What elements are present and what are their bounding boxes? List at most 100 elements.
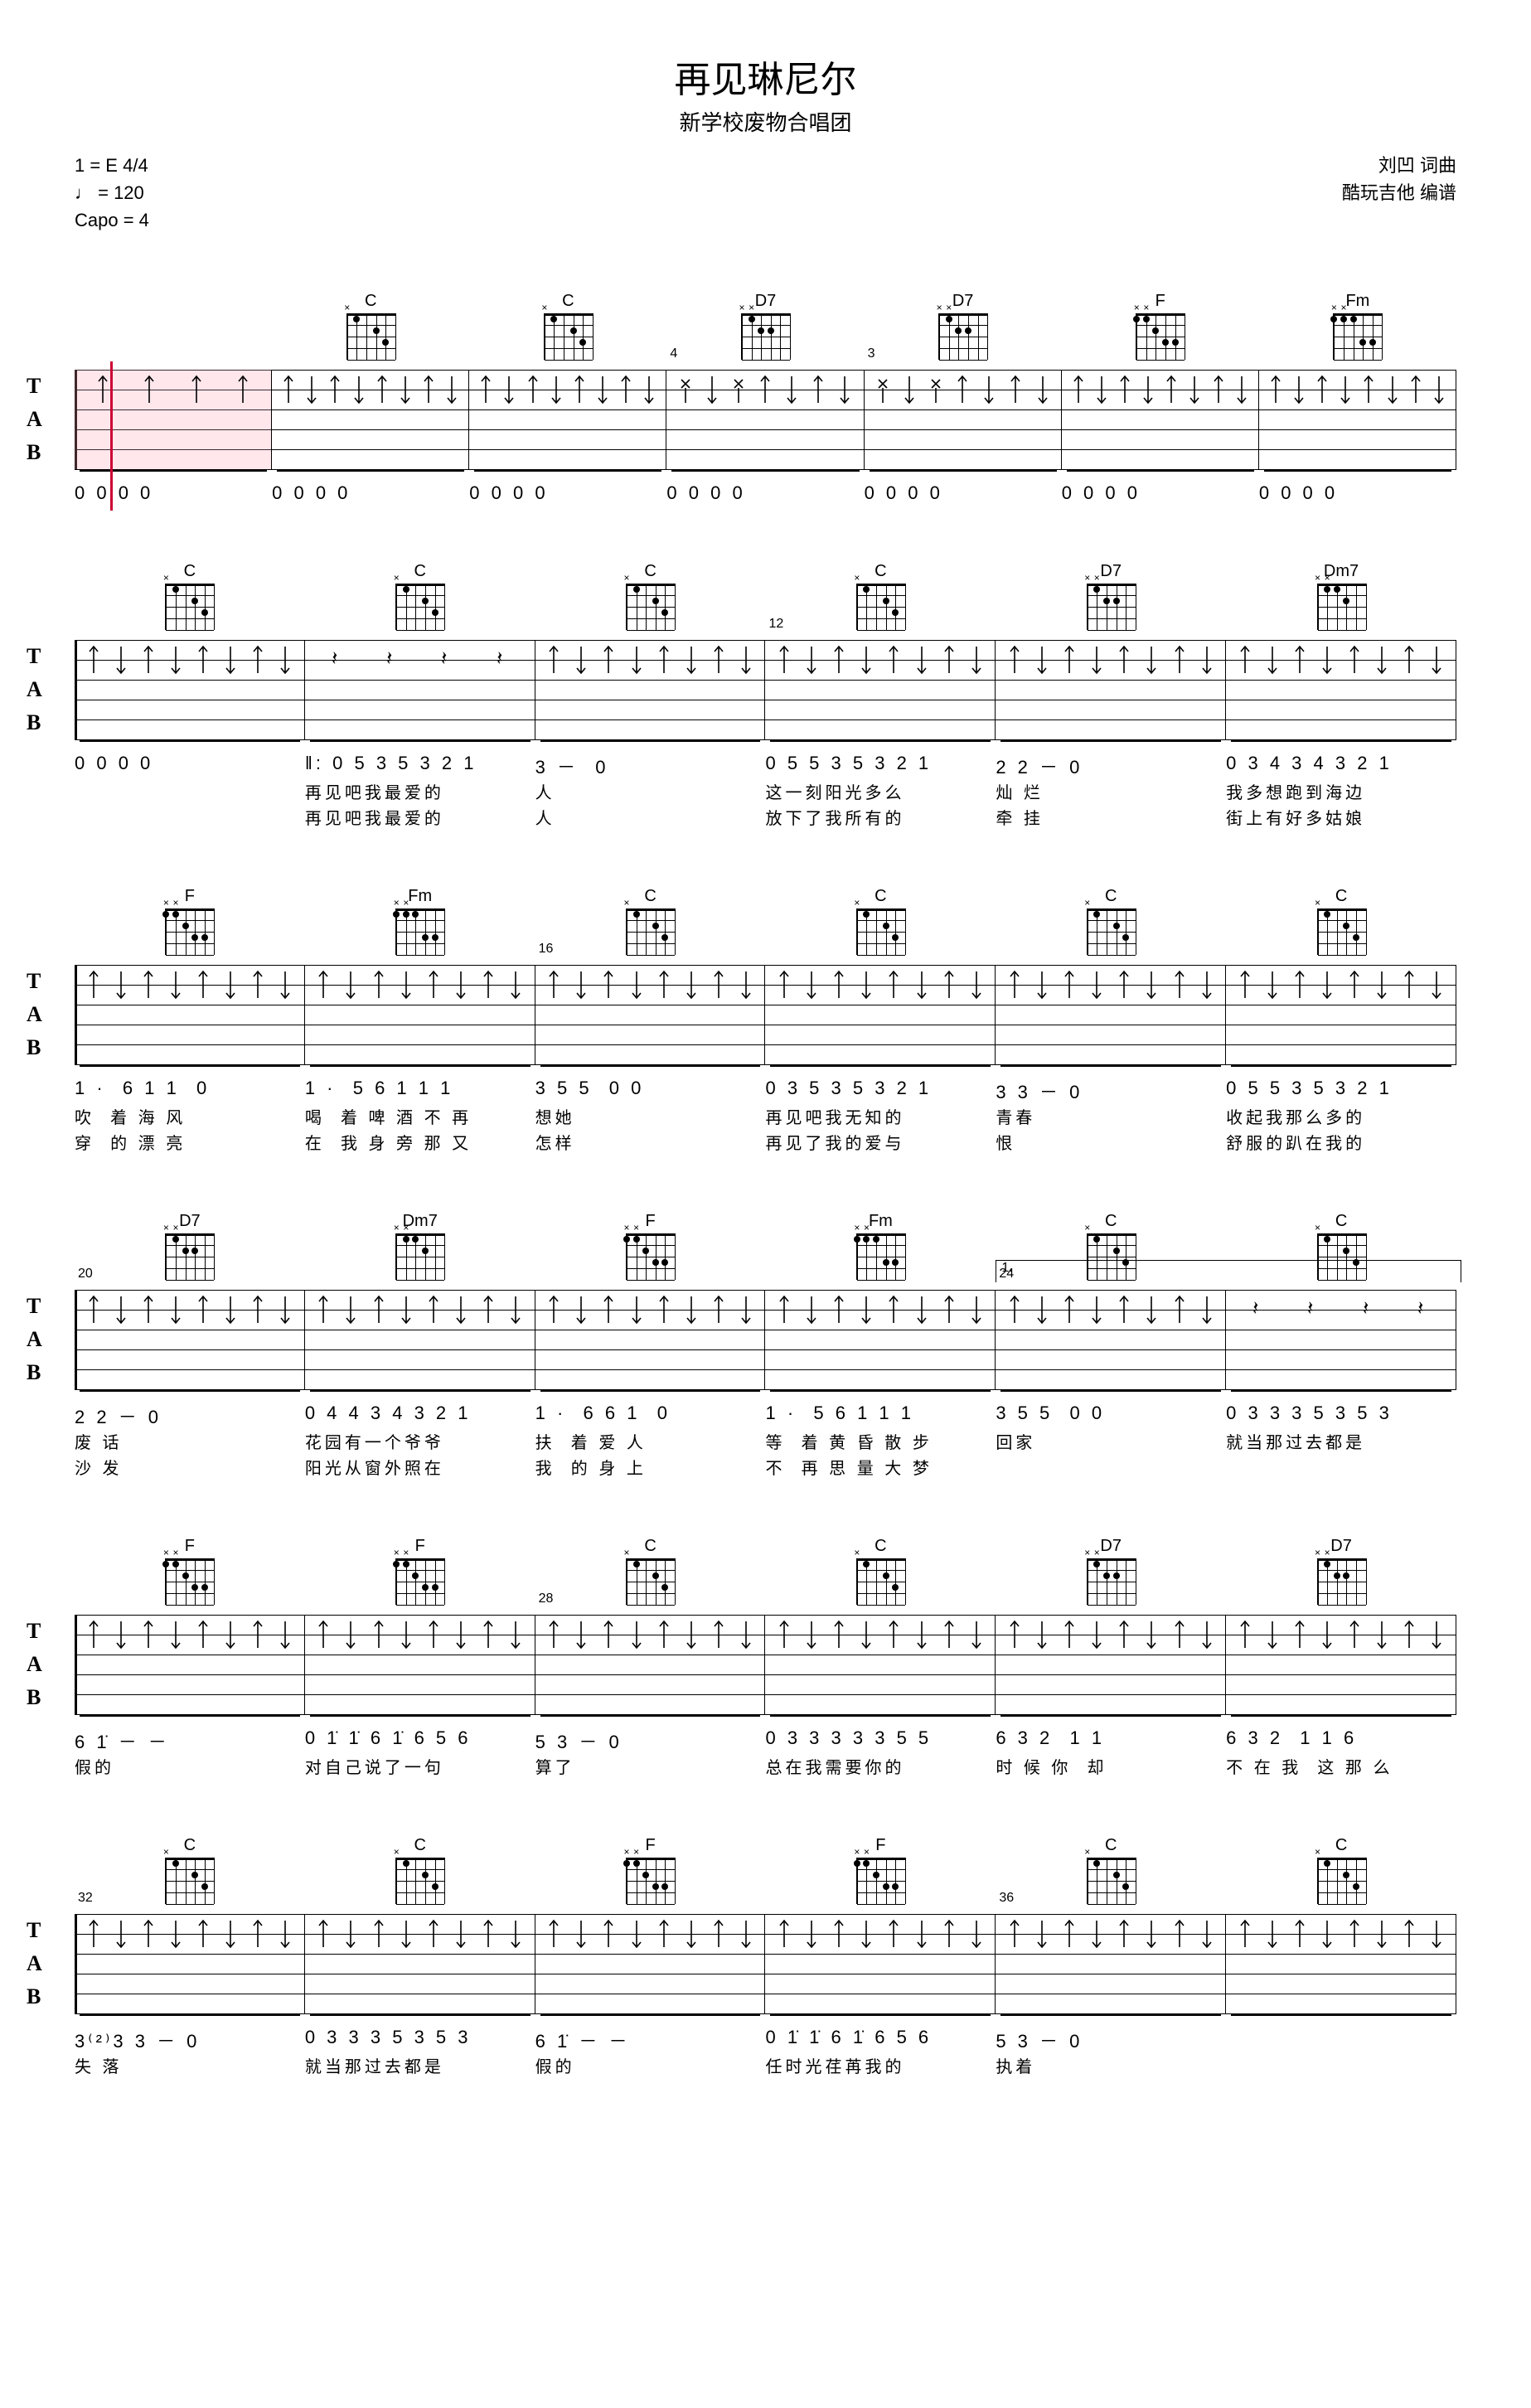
lyric-cell: 想她	[535, 1104, 766, 1128]
svg-text:𝄽: 𝄽	[1307, 1297, 1313, 1320]
chord-C: C×	[856, 562, 905, 630]
lyric-cell: 灿 烂	[996, 779, 1226, 803]
lyric-cell	[1226, 2053, 1456, 2077]
jianpu-cell: 0 3 4 3 4 3 2 1	[1226, 753, 1456, 779]
jianpu-cell: 6 3 2 1 1 6	[1226, 1727, 1456, 1754]
jianpu-cell: 0 3 3 3 5 3 5 3	[1226, 1403, 1456, 1429]
lyric-cell: 沙 发	[75, 1455, 305, 1479]
lyric-cell	[996, 1455, 1226, 1479]
lyric-cell: 在 我 身 旁 那 又	[305, 1130, 535, 1154]
lyric-cell: 执着	[996, 2053, 1226, 2077]
jianpu-cell: 0 5 5 3 5 3 2 1	[1226, 1078, 1456, 1104]
chord-Dm7: Dm7××	[1317, 562, 1366, 630]
measure: 20	[75, 1290, 305, 1389]
jianpu-cell: ‖: 0 5 3 5 3 2 1	[305, 753, 535, 779]
chord-F: F××	[395, 1537, 444, 1605]
measure: 12	[765, 640, 996, 739]
lyric-cell: 扶 着 爱 人	[535, 1429, 766, 1453]
lyric-cell: 恨	[996, 1130, 1226, 1154]
measure	[996, 1615, 1226, 1714]
svg-text:𝄽: 𝄽	[386, 647, 392, 670]
svg-text:𝄽: 𝄽	[332, 647, 337, 670]
jianpu-cell: 0 3 3 3 3 3 5 5	[765, 1727, 996, 1754]
chord-C: C×	[346, 292, 395, 360]
lyric-cell: 花园有一个爷爷	[305, 1429, 535, 1453]
score-body: C×C×D7××D7××F××Fm××TAB430 0 0 00 0 0 00 …	[75, 292, 1456, 2077]
header-right: 刘凹 词曲 酷玩吉他 编谱	[1342, 152, 1456, 234]
lyric-cell: 放下了我所有的	[765, 805, 996, 829]
chord-D7: D7××	[741, 292, 790, 360]
jianpu-cell: 1 · 5 6 1 1 1	[765, 1403, 996, 1429]
measure: 241.	[996, 1290, 1226, 1389]
measure	[305, 1615, 535, 1714]
chord-Dm7: Dm7××	[395, 1212, 444, 1280]
jianpu-cell: 6 3 2 1 1	[996, 1727, 1226, 1754]
jianpu-cell: 0 0 0 0	[75, 753, 305, 779]
measure	[75, 1615, 305, 1714]
chord-F: F××	[165, 887, 214, 955]
system: C×C×C×C×D7××Dm7××TAB𝄽𝄽𝄽𝄽120 0 0 0‖: 0 5 …	[75, 562, 1456, 829]
jianpu-cell: 5 3 － 0	[535, 1727, 766, 1754]
lyric-cell: 青春	[996, 1104, 1226, 1128]
chord-D7: D7××	[1317, 1537, 1366, 1605]
measure	[535, 1290, 766, 1389]
measure	[535, 1914, 766, 2013]
lyric-cell: 我 的 身 上	[535, 1455, 766, 1479]
jianpu-cell: 1 · 6 1 1 0	[75, 1078, 305, 1104]
chord-D7: D7××	[165, 1212, 214, 1280]
measure: 4	[666, 370, 864, 469]
jianpu-cell: 3 － 0	[535, 753, 766, 779]
lyric-cell: 喝 着 啤 酒 不 再	[305, 1104, 535, 1128]
system: C×C×D7××D7××F××Fm××TAB430 0 0 00 0 0 00 …	[75, 292, 1456, 504]
measure: 𝄽𝄽𝄽𝄽	[305, 640, 535, 739]
jianpu-cell: 0 0 0 0	[75, 482, 272, 504]
measure	[1062, 370, 1259, 469]
lyric-cell: 回家	[996, 1429, 1226, 1453]
lyric-cell: 阳光从窗外照在	[305, 1455, 535, 1479]
system: F××F××C×C×D7××D7××TAB286 1̇ － －0 1̇ 1̇ 6…	[75, 1537, 1456, 1778]
measure	[1226, 640, 1456, 739]
jianpu-cell: 0 0 0 0	[1259, 482, 1456, 504]
jianpu-cell: 2 2 － 0	[75, 1403, 305, 1429]
measure	[1259, 370, 1456, 469]
svg-text:𝄽: 𝄽	[1252, 1297, 1258, 1320]
chord-C: C×	[165, 562, 214, 630]
lyric-cell	[75, 779, 305, 803]
jianpu-cell: 3 5 5 0 0	[535, 1078, 766, 1104]
lyric-cell	[1226, 1455, 1456, 1479]
jianpu-cell: 0 0 0 0	[865, 482, 1062, 504]
lyric-cell	[75, 805, 305, 829]
chord-C: C×	[395, 1836, 444, 1904]
measure	[305, 1914, 535, 2013]
lyric-cell: 收起我那么多的	[1226, 1104, 1456, 1128]
lyric-cell: 时 候 你 却	[996, 1754, 1226, 1778]
chord-C: C×	[1087, 1836, 1136, 1904]
measure	[765, 1914, 996, 2013]
lyric-cell: 舒服的趴在我的	[1226, 1130, 1456, 1154]
lyric-cell: 就当那过去都是	[305, 2053, 535, 2077]
jianpu-cell: 1 · 5 6 1 1 1	[305, 1078, 535, 1104]
header-left: 1 = E 4/4 ♩ = 120 Capo = 4	[75, 152, 149, 234]
song-title: 再见琳尼尔	[75, 50, 1456, 103]
measure	[765, 1290, 996, 1389]
system: F××Fm××C×C×C×C×TAB161 · 6 1 1 01 · 5 6 1…	[75, 887, 1456, 1154]
chord-F: F××	[626, 1212, 675, 1280]
lyric-cell: 算了	[535, 1754, 766, 1778]
measure	[272, 370, 469, 469]
chord-C: C×	[1087, 887, 1136, 955]
lyric-cell: 牵 挂	[996, 805, 1226, 829]
lyric-cell: 失 落	[75, 2053, 305, 2077]
svg-text:𝄽: 𝄽	[441, 647, 447, 670]
chord-C: C×	[544, 292, 593, 360]
chord-Fm: Fm××	[1333, 292, 1382, 360]
jianpu-cell: 0 3 3 3 5 3 5 3	[305, 2027, 535, 2053]
measure	[996, 965, 1226, 1064]
jianpu-cell: 0 1̇ 1̇ 6 1̇ 6 5 6	[305, 1727, 535, 1754]
jianpu-cell	[1226, 2027, 1456, 2053]
lyric-cell: 废 话	[75, 1429, 305, 1453]
chord-D7: D7××	[1087, 562, 1136, 630]
system: C×C×F××F××C×C×TAB32363⁽²⁾3 3 － 00 3 3 3 …	[75, 1836, 1456, 2077]
jianpu-cell: 3 3 － 0	[996, 1078, 1226, 1104]
lyric-cell: 不 再 思 量 大 梦	[765, 1455, 996, 1479]
measure	[469, 370, 666, 469]
